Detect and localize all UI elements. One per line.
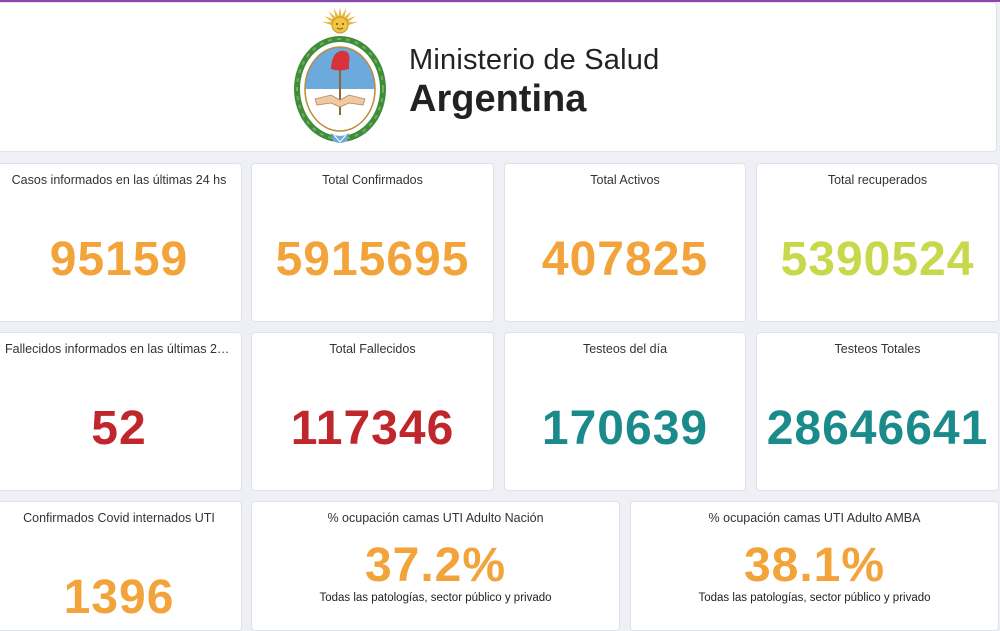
card-testeos-totales: Testeos Totales 28646641 xyxy=(756,332,999,491)
card-value: 5915695 xyxy=(275,233,470,286)
card-value: 37.2% xyxy=(364,539,507,592)
card-title: % ocupación camas UTI Adulto AMBA xyxy=(708,511,921,525)
coat-of-arms-logo xyxy=(293,5,389,149)
card-value: 1396 xyxy=(63,571,175,624)
card-title: % ocupación camas UTI Adulto Nación xyxy=(327,511,544,525)
card-title: Total recuperados xyxy=(827,173,928,187)
card-title: Total Confirmados xyxy=(322,173,423,187)
card-title: Testeos del día xyxy=(582,342,668,356)
card-total-fallecidos: Total Fallecidos 117346 xyxy=(251,332,494,491)
card-value: 52 xyxy=(91,402,147,455)
ministry-name: Ministerio de Salud xyxy=(409,44,660,76)
card-value: 5390524 xyxy=(780,233,975,286)
card-value: 28646641 xyxy=(766,402,989,455)
card-value: 117346 xyxy=(290,402,455,455)
card-title: Total Fallecidos xyxy=(329,342,416,356)
card-fallecidos-24h: Fallecidos informados en las últimas 24 … xyxy=(0,332,242,491)
card-subtitle: Todas las patologías, sector público y p… xyxy=(698,592,931,604)
card-title: Fallecidos informados en las últimas 24 … xyxy=(5,342,233,356)
card-casos-24h: Casos informados en las últimas 24 hs 95… xyxy=(0,163,242,322)
card-subtitle: Todas las patologías, sector público y p… xyxy=(319,592,552,604)
card-title: Total Activos xyxy=(590,173,660,187)
card-testeos-dia: Testeos del día 170639 xyxy=(504,332,746,491)
card-title: Testeos Totales xyxy=(834,342,921,356)
card-value: 95159 xyxy=(49,233,189,286)
card-total-recuperados: Total recuperados 5390524 xyxy=(756,163,999,322)
card-title: Confirmados Covid internados UTI xyxy=(23,511,215,525)
top-accent-line xyxy=(0,0,1000,2)
card-title: Casos informados en las últimas 24 hs xyxy=(11,173,227,187)
card-value: 38.1% xyxy=(743,539,886,592)
card-internados-uti: Confirmados Covid internados UTI 1396 xyxy=(0,501,242,631)
card-value: 407825 xyxy=(541,233,709,286)
card-value: 170639 xyxy=(541,402,709,455)
ministry-title: Ministerio de Salud Argentina xyxy=(409,43,659,121)
card-ocupacion-amba: % ocupación camas UTI Adulto AMBA 38.1% … xyxy=(630,501,999,631)
card-total-activos: Total Activos 407825 xyxy=(504,163,746,322)
card-total-confirmados: Total Confirmados 5915695 xyxy=(251,163,494,322)
card-ocupacion-nacion: % ocupación camas UTI Adulto Nación 37.2… xyxy=(251,501,620,631)
header-banner: Ministerio de Salud Argentina xyxy=(0,2,997,152)
country-name: Argentina xyxy=(409,78,587,120)
